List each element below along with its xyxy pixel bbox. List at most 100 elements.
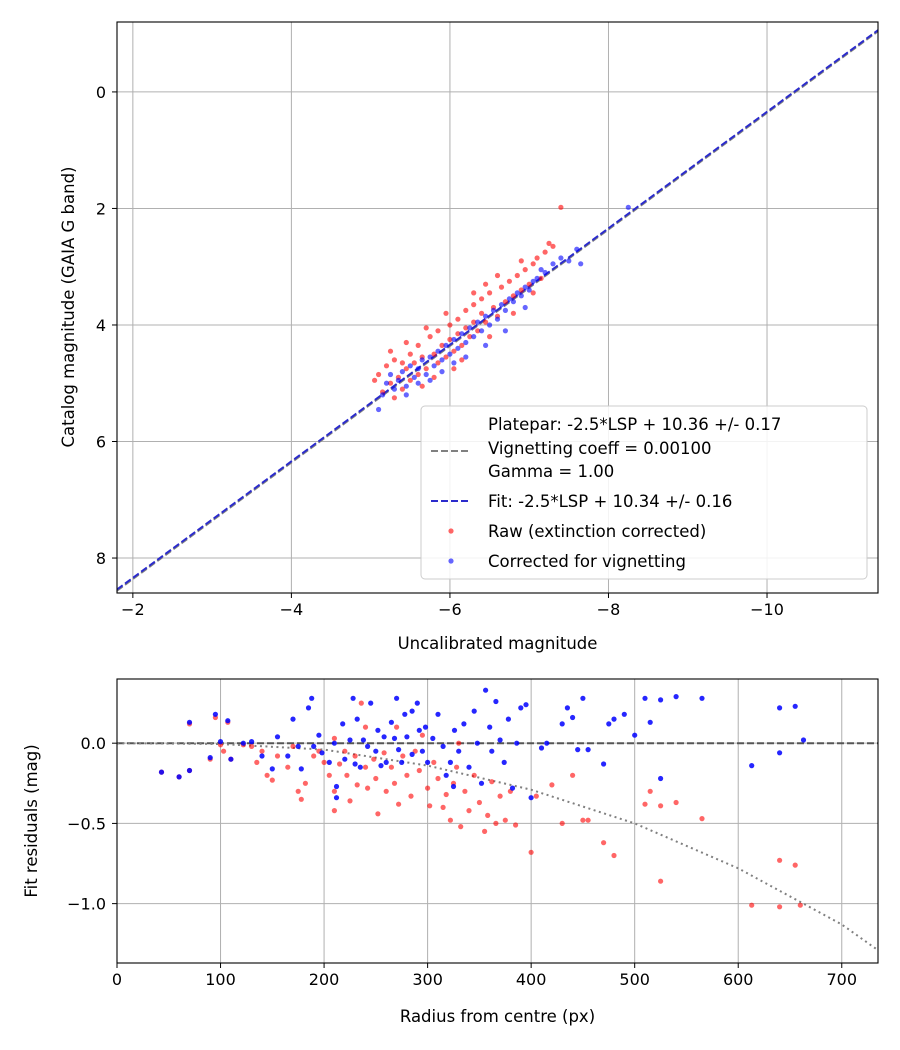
bottom-corrected-point bbox=[225, 718, 231, 724]
bottom-y-tick-label: −1.0 bbox=[67, 895, 106, 914]
bottom-corrected-point bbox=[295, 743, 301, 750]
top-corrected-point bbox=[415, 366, 421, 372]
bottom-corrected-point bbox=[326, 759, 332, 766]
top-corrected-point bbox=[451, 336, 457, 343]
bottom-corrected-point bbox=[285, 753, 291, 759]
top-corrected-point bbox=[574, 246, 580, 252]
top-raw-point bbox=[514, 272, 520, 279]
bottom-corrected-point bbox=[471, 708, 477, 714]
top-raw-point bbox=[530, 261, 536, 267]
legend-swatch-raw bbox=[448, 528, 454, 534]
bottom-raw-point bbox=[391, 780, 398, 786]
top-corrected-point bbox=[526, 287, 532, 293]
bottom-raw-point bbox=[249, 743, 255, 750]
top-raw-point bbox=[487, 334, 493, 340]
top-corrected-point bbox=[431, 363, 437, 369]
top-raw-point bbox=[427, 334, 433, 340]
bottom-raw-point bbox=[259, 748, 265, 754]
top-raw-point bbox=[391, 395, 397, 401]
bottom-raw-point bbox=[482, 828, 488, 835]
bottom-corrected-point bbox=[217, 739, 224, 745]
bottom-corrected-point bbox=[461, 721, 467, 727]
bottom-raw-point bbox=[362, 764, 369, 770]
top-raw-point bbox=[431, 374, 437, 380]
top-corrected-point bbox=[427, 377, 433, 383]
top-corrected-point bbox=[530, 278, 536, 284]
bottom-corrected-point bbox=[621, 711, 627, 717]
bottom-raw-point bbox=[673, 799, 679, 806]
bottom-corrected-point bbox=[474, 740, 480, 746]
bottom-corrected-point bbox=[487, 724, 493, 730]
top-corrected-point bbox=[490, 307, 497, 313]
top-raw-point bbox=[403, 339, 409, 346]
bottom-raw-point bbox=[298, 796, 304, 802]
top-corrected-point bbox=[380, 392, 386, 398]
legend-swatch-corrected bbox=[448, 558, 454, 564]
top-raw-point bbox=[510, 310, 516, 316]
bottom-data-points bbox=[158, 687, 807, 910]
top-corrected-point bbox=[387, 371, 394, 378]
bottom-corrected-point bbox=[585, 747, 591, 753]
bottom-corrected-point bbox=[447, 759, 453, 766]
bottom-raw-point bbox=[269, 777, 275, 783]
top-raw-point bbox=[391, 357, 397, 363]
top-ticks: −2 −4 −6 −8 −10 0 2 4 6 8 bbox=[96, 83, 784, 619]
top-corrected-point bbox=[383, 380, 390, 386]
bottom-corrected-point bbox=[777, 705, 783, 711]
bottom-corrected-point bbox=[632, 732, 638, 738]
bottom-corrected-point bbox=[388, 719, 394, 725]
top-raw-point bbox=[451, 366, 457, 372]
top-corrected-point bbox=[435, 348, 441, 354]
bottom-raw-point bbox=[497, 793, 503, 799]
bottom-corrected-point bbox=[383, 759, 389, 766]
top-corrected-point bbox=[391, 386, 397, 392]
bottom-raw-point bbox=[502, 817, 508, 823]
top-raw-point bbox=[546, 240, 552, 246]
top-corrected-point bbox=[455, 345, 461, 351]
top-raw-point bbox=[411, 360, 417, 366]
bottom-corrected-point bbox=[514, 740, 520, 746]
top-raw-point bbox=[387, 380, 394, 386]
bottom-corrected-point bbox=[309, 695, 315, 701]
top-raw-point bbox=[479, 310, 485, 316]
bottom-raw-point bbox=[513, 822, 519, 828]
top-corrected-point bbox=[506, 296, 512, 302]
top-raw-point bbox=[407, 377, 413, 383]
top-raw-point bbox=[479, 296, 485, 302]
top-corrected-point bbox=[534, 275, 540, 281]
top-raw-point bbox=[435, 360, 441, 366]
bottom-corrected-point bbox=[443, 772, 449, 778]
bottom-corrected-point bbox=[394, 695, 400, 701]
top-corrected-point bbox=[522, 304, 528, 311]
bottom-raw-point bbox=[427, 803, 433, 809]
bottom-corrected-point bbox=[331, 740, 337, 746]
bottom-corrected-point bbox=[422, 724, 429, 730]
top-raw-point bbox=[471, 302, 477, 308]
top-corrected-point bbox=[459, 331, 465, 337]
bottom-raw-point bbox=[454, 764, 460, 770]
top-raw-point bbox=[518, 287, 524, 293]
bottom-raw-point bbox=[419, 732, 425, 738]
top-corrected-point bbox=[471, 334, 477, 340]
bottom-raw-point bbox=[375, 811, 381, 817]
top-corrected-point bbox=[487, 322, 493, 328]
bottom-corrected-point bbox=[319, 750, 325, 756]
bottom-reference-lines bbox=[117, 742, 878, 952]
bottom-raw-point bbox=[642, 801, 648, 807]
bottom-corrected-point bbox=[611, 716, 617, 722]
top-x-tick-label: −6 bbox=[438, 600, 462, 619]
bottom-corrected-point bbox=[274, 734, 281, 740]
bottom-raw-point bbox=[777, 904, 783, 910]
bottom-raw-point bbox=[435, 775, 441, 782]
bottom-corrected-point bbox=[365, 743, 371, 750]
top-raw-point bbox=[451, 348, 457, 354]
bottom-corrected-point bbox=[800, 737, 807, 743]
bottom-raw-point bbox=[264, 772, 270, 778]
legend-label-vignetting: Vignetting coeff = 0.00100 bbox=[488, 439, 712, 458]
top-corrected-point bbox=[494, 316, 501, 322]
top-raw-point bbox=[463, 325, 469, 331]
bottom-corrected-point bbox=[186, 719, 193, 725]
bottom-corrected-point bbox=[792, 703, 798, 709]
bottom-raw-point bbox=[290, 743, 296, 750]
bottom-raw-point bbox=[533, 793, 539, 799]
